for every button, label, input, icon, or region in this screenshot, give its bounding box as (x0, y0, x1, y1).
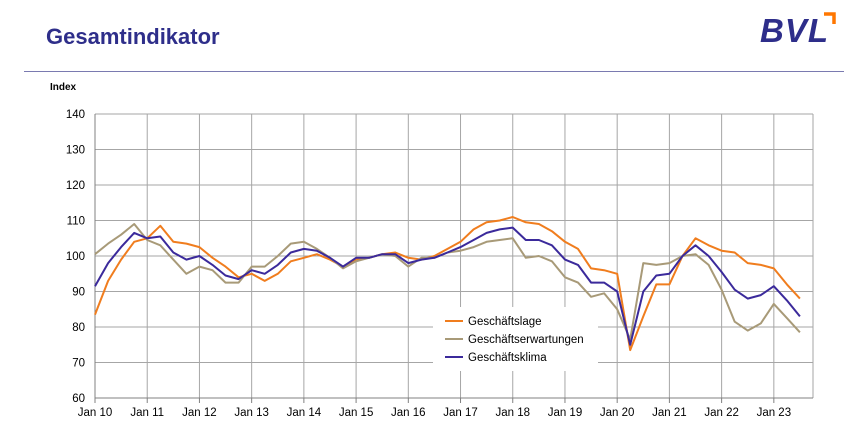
x-tick-label: Jan 10 (78, 407, 113, 419)
x-tick-label: Jan 12 (182, 407, 217, 419)
x-tick-label: Jan 18 (495, 407, 530, 419)
x-tick-label: Jan 14 (287, 407, 322, 419)
header-divider (24, 71, 844, 72)
series-line (94, 226, 801, 346)
y-tick-label: 90 (72, 287, 85, 299)
legend-label: Geschäftslage (468, 316, 542, 328)
y-tick-label: 120 (66, 180, 85, 192)
legend-label: Geschäftserwartungen (468, 334, 584, 346)
x-tick-label: Jan 20 (600, 407, 635, 419)
x-tick-label: Jan 13 (234, 407, 269, 419)
y-axis-label: Index (50, 82, 77, 93)
y-tick-label: 140 (66, 109, 85, 121)
y-tick-label: 100 (66, 251, 85, 263)
x-tick-label: Jan 21 (652, 407, 687, 419)
x-tick-label: Jan 17 (443, 407, 478, 419)
bvl-logo: BVL (760, 12, 840, 52)
x-tick-label: Jan 19 (548, 407, 583, 419)
x-tick-label: Jan 16 (391, 407, 426, 419)
x-tick-label: Jan 23 (757, 407, 792, 419)
y-tick-label: 80 (72, 322, 85, 334)
logo-text: BVL (760, 12, 829, 49)
logo-accent-mark (824, 12, 836, 24)
x-tick-label: Jan 11 (130, 407, 164, 419)
legend-label: Geschäftsklima (468, 352, 547, 364)
x-tick-label: Jan 15 (339, 407, 374, 419)
y-tick-label: 130 (66, 145, 85, 157)
y-tick-label: 60 (72, 393, 85, 405)
y-tick-label: 110 (67, 216, 85, 228)
page-title: Gesamtindikator (46, 24, 220, 49)
x-tick-label: Jan 22 (704, 407, 739, 419)
y-tick-label: 70 (72, 358, 85, 370)
